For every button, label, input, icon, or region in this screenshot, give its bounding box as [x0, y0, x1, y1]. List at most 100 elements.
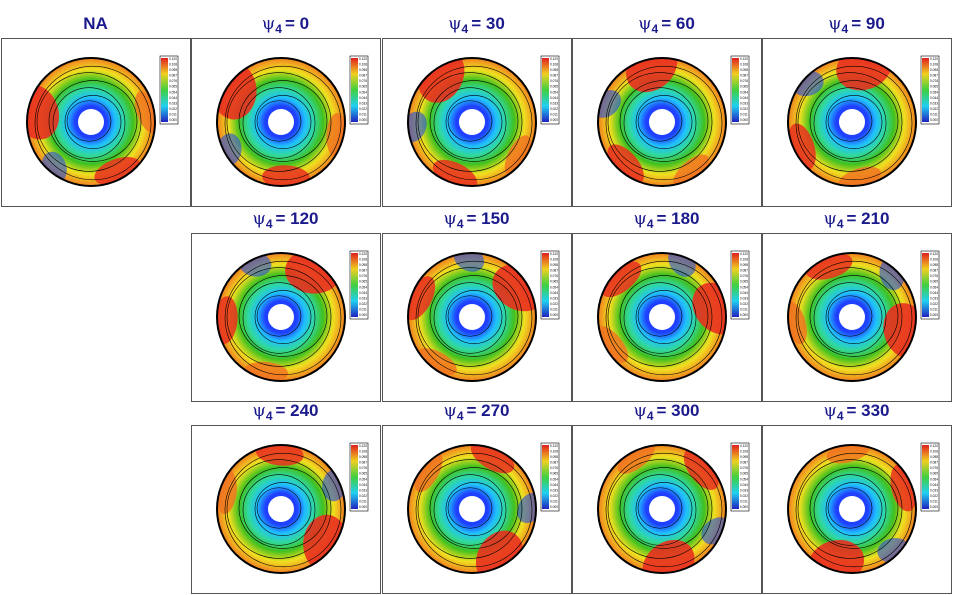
title-symbol: ψ [443, 209, 456, 229]
contour [623, 474, 697, 546]
contour [827, 295, 873, 337]
contour [813, 87, 887, 159]
contour [242, 282, 316, 354]
colorbar [732, 445, 739, 509]
contour [256, 100, 302, 142]
pole-center [649, 109, 675, 135]
colorbar-label: 0.108 [740, 258, 748, 262]
colorbar [161, 58, 168, 122]
contour [34, 65, 152, 181]
colorbar-label: 0.000 [169, 118, 177, 122]
colorbar-label: 0.065 [550, 472, 558, 476]
colorbar [542, 445, 549, 509]
contour [66, 100, 112, 142]
colorbar-label: 0.011 [740, 112, 748, 116]
pole-center [268, 496, 294, 522]
panel: ψ4 = 1200.1200.1080.0980.0870.0760.0650.0… [191, 209, 381, 402]
colorbar-label: 0.098 [740, 455, 748, 459]
colorbar [351, 58, 358, 122]
contour [827, 487, 873, 529]
blob [642, 539, 695, 573]
colorbar-label: 0.065 [930, 85, 938, 89]
colorbar-label: 0.108 [930, 258, 938, 262]
contour [637, 295, 683, 337]
colorbar-label: 0.033 [740, 101, 748, 105]
contour [417, 267, 523, 367]
colorbar-label: 0.054 [550, 90, 558, 94]
pole-center [839, 304, 865, 330]
contour [637, 487, 683, 529]
blob [607, 144, 644, 184]
colorbar-label: 0.108 [550, 63, 558, 67]
colorbar-label: 0.098 [550, 263, 558, 267]
panel: ψ4 = 3000.1200.1080.0980.0870.0760.0650.0… [572, 401, 762, 594]
colorbar-label: 0.054 [740, 285, 748, 289]
title-symbol: ψ [252, 401, 265, 421]
colorbar-label: 0.033 [359, 101, 367, 105]
blob [504, 135, 532, 176]
blob [692, 282, 726, 335]
colorbar-label: 0.087 [930, 461, 938, 465]
colorbar [732, 58, 739, 122]
colorbar-label: 0.076 [169, 79, 177, 83]
title-text: = 150 [467, 209, 510, 228]
colorbar-label: 0.054 [740, 90, 748, 94]
title-symbol: ψ [252, 209, 265, 229]
contour [623, 87, 697, 159]
colorbar-label: 0.000 [930, 313, 938, 317]
colorbar-label: 0.000 [740, 118, 748, 122]
contour [242, 474, 316, 546]
contour [224, 65, 342, 181]
title-text: = 330 [847, 401, 890, 420]
colorbar-label: 0.022 [550, 494, 558, 498]
title-subscript: 4 [842, 22, 849, 36]
title-symbol: ψ [828, 14, 841, 34]
colorbar [922, 58, 929, 122]
contour [433, 87, 507, 159]
colorbar-label: 0.076 [740, 79, 748, 83]
title-text: = 120 [276, 209, 319, 228]
colorbar-label: 0.120 [740, 57, 748, 61]
contour [429, 275, 519, 357]
contour [447, 100, 493, 142]
contour [415, 65, 533, 181]
blob [27, 84, 60, 140]
contour [795, 260, 913, 376]
colorbar-label: 0.076 [930, 79, 938, 83]
contour [813, 282, 887, 354]
contour [813, 474, 887, 546]
pole-outline [597, 252, 727, 382]
panel-title: ψ4 = 300 [633, 401, 699, 423]
colorbar-label: 0.033 [930, 296, 938, 300]
colorbar-label: 0.076 [359, 79, 367, 83]
contour [605, 65, 723, 181]
pole-center [839, 496, 865, 522]
title-symbol: ψ [638, 14, 651, 34]
colorbar-label: 0.054 [359, 285, 367, 289]
contour [797, 267, 903, 367]
contour [623, 282, 697, 354]
pole-center [78, 109, 104, 135]
title-subscript: 4 [266, 409, 273, 423]
colorbar-label: 0.076 [550, 274, 558, 278]
colorbar-label: 0.065 [930, 472, 938, 476]
contour [619, 467, 709, 549]
colorbar-label: 0.098 [930, 455, 938, 459]
pole-outline [597, 57, 727, 187]
colorbar-label: 0.000 [359, 505, 367, 509]
colorbar-label: 0.011 [359, 112, 367, 116]
contour [635, 290, 693, 344]
colorbar-label: 0.098 [740, 68, 748, 72]
contour [254, 482, 312, 536]
panel-title: ψ4 = 60 [638, 14, 695, 36]
panel-title: ψ4 = 120 [252, 209, 318, 231]
colorbar-label: 0.108 [930, 63, 938, 67]
colorbar-label: 0.098 [550, 68, 558, 72]
colorbar-label: 0.054 [169, 90, 177, 94]
pole-outline [407, 57, 537, 187]
colorbar-label: 0.098 [930, 263, 938, 267]
title-text: = 60 [661, 14, 695, 33]
pole-outline [407, 444, 537, 574]
